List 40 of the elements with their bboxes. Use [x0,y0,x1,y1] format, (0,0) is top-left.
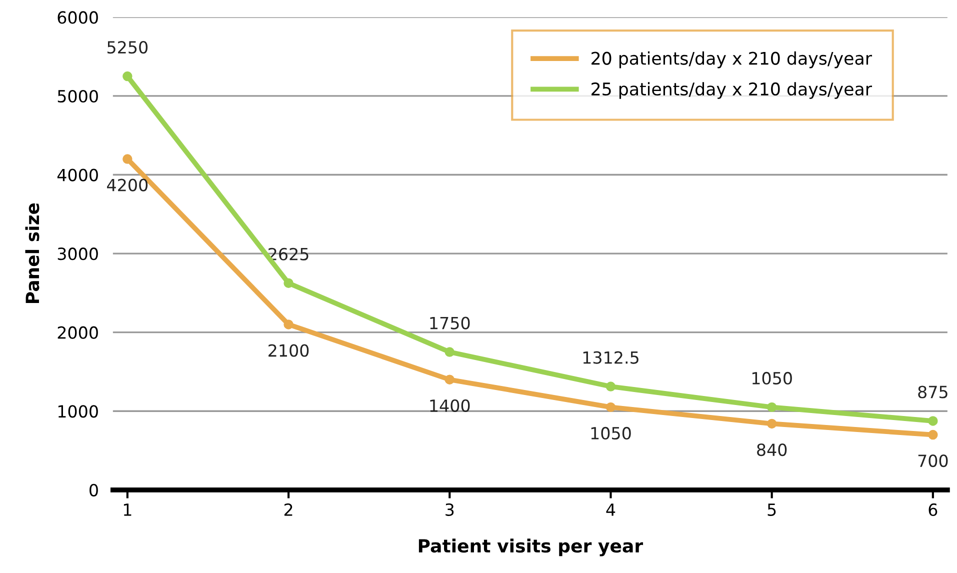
data-label: 1400 [430,399,470,412]
y-tick-label: 1000 [58,405,98,418]
data-label: 700 [918,454,948,468]
data-label: 1050 [752,372,792,385]
data-label: 2100 [268,344,309,357]
x-tick-label: 5 [768,504,776,516]
y-tick-label: 2000 [58,326,98,339]
y-axis-title: Panel size [25,203,40,303]
point [928,416,938,426]
y-tick-label: 5000 [58,90,98,103]
data-label: 840 [757,443,787,456]
x-tick-label: 3 [446,503,454,516]
point [284,320,294,330]
data-label: 875 [918,386,948,398]
data-label: 1750 [430,316,470,330]
y-tick-label: 4000 [57,168,98,182]
legend-label: 25 patients/day x 210 days/year [592,82,872,99]
point [122,154,132,164]
point [444,374,454,384]
legend-label: 20 patients/day x 210 days/year [592,51,872,68]
point [284,278,294,288]
x-tick-label: 1 [124,504,132,516]
data-label: 1312.5 [583,351,638,364]
y-tick-label: 6000 [58,11,98,24]
point [606,402,616,412]
x-tick-label: 2 [284,503,292,516]
point [606,382,616,392]
x-tick-label: 4 [606,504,616,516]
y-tick-label: 3000 [58,248,98,260]
point [766,418,777,429]
x-tick-label: 6 [928,503,938,516]
data-label: 5250 [108,41,148,54]
point [444,347,454,357]
data-label: 1050 [591,426,631,440]
point [928,430,938,440]
x-axis-title: Patient visits per year [418,538,644,556]
data-label: 4200 [107,178,148,192]
point [122,71,132,82]
point [766,402,777,412]
y-tick-label: 0 [90,484,98,496]
